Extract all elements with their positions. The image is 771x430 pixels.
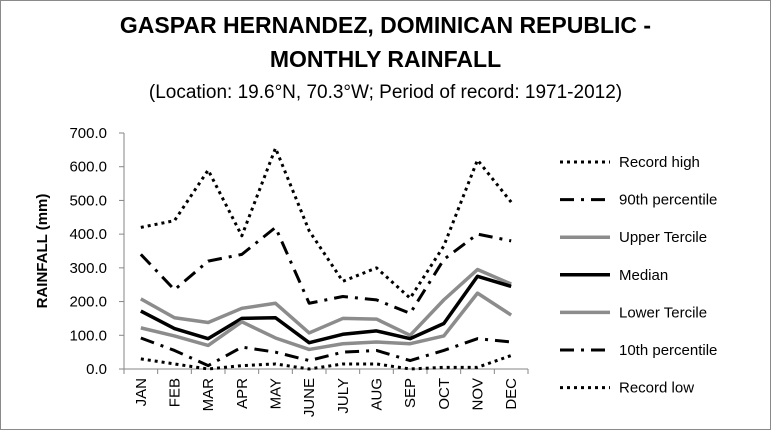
legend-label-median: Median <box>619 267 668 284</box>
x-tick-label: SEP <box>402 378 419 408</box>
series-line-upper-tercile <box>139 267 512 338</box>
chart-title-line-1: GASPAR HERNANDEZ, DOMINICAN REPUBLIC - <box>119 12 652 38</box>
x-tick-label: APR <box>234 378 251 409</box>
legend-label-10th-percentile: 10th percentile <box>619 342 717 359</box>
y-tick-label: 300.0 <box>69 260 107 277</box>
series-line-10th-percentile <box>140 336 512 368</box>
x-tick-label: OCT <box>436 378 453 410</box>
x-tick-label: DEC <box>503 378 520 410</box>
legend-label-record-high: Record high <box>619 154 700 171</box>
x-tick-label: FEB <box>167 378 184 407</box>
y-tick-label: 0.0 <box>86 361 107 378</box>
x-tick-label: JAN <box>133 378 150 406</box>
y-axis-title: RAINFALL (mm) <box>34 194 51 309</box>
x-tick-label: JULY <box>335 378 352 414</box>
series-line-median <box>140 274 512 345</box>
legend-label-record-low: Record low <box>619 380 694 397</box>
legend-label-lower-tercile: Lower Tercile <box>619 304 707 321</box>
x-tick-label: JUNE <box>301 378 318 417</box>
y-tick-label: 500.0 <box>69 192 107 209</box>
y-tick-label: 700.0 <box>69 125 107 142</box>
x-tick-label: AUG <box>369 378 386 411</box>
chart-subtitle: (Location: 19.6°N, 70.3°W; Period of rec… <box>148 82 623 103</box>
series-line-record-high <box>140 146 513 300</box>
legend-label-upper-tercile: Upper Tercile <box>619 229 707 246</box>
series-line-lower-tercile <box>140 291 513 352</box>
series-line-record-low <box>140 354 512 371</box>
y-tick-label: 600.0 <box>69 159 107 176</box>
y-tick-label: 200.0 <box>69 294 107 311</box>
x-tick-label: MAR <box>200 378 217 412</box>
y-tick-label: 400.0 <box>69 226 107 243</box>
chart-title-line-2: MONTHLY RAINFALL <box>269 46 502 72</box>
x-tick-label: NOV <box>470 378 487 411</box>
legend-label-90th-percentile: 90th percentile <box>619 192 717 209</box>
series-line-90th-percentile <box>139 225 512 315</box>
y-tick-label: 100.0 <box>69 327 107 344</box>
x-tick-label: MAY <box>268 378 285 409</box>
